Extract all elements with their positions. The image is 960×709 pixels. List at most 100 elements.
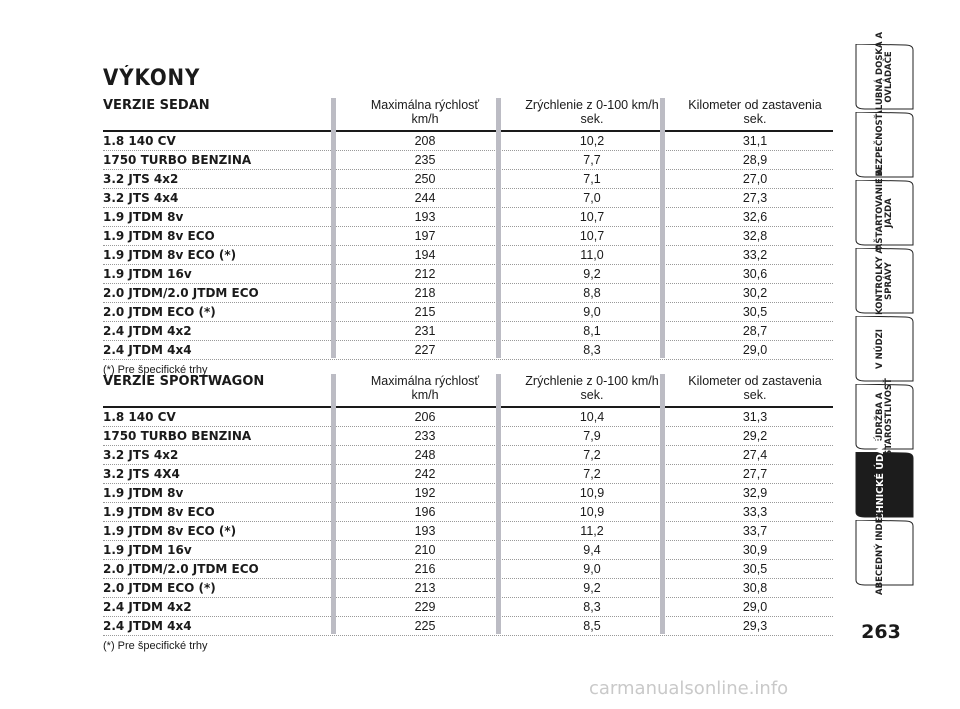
column-header-line: sek. — [743, 388, 767, 402]
sportwagon-table: VERZIE SPORTWAGON Maximálna rýchlosť km/h Z… — [103, 374, 833, 652]
value-accel: 9,4 — [583, 543, 601, 557]
value-km: 30,2 — [742, 286, 768, 300]
value-speed: 212 — [414, 267, 436, 281]
table-row: 2.4 JTDM 4x4 225 8,5 29,3 — [103, 617, 833, 636]
model-name: 1.9 JTDM 16v — [103, 543, 192, 557]
column-header-km-stop: Kilometer od zastavenia sek. — [670, 98, 840, 126]
column-header-line: Kilometer od zastavenia — [688, 98, 822, 112]
value-km: 32,6 — [742, 210, 768, 224]
value-accel: 8,3 — [583, 600, 601, 614]
column-divider — [496, 374, 501, 634]
table-header: VERZIE SEDAN Maximálna rýchlosť km/h Zrýchl… — [103, 98, 833, 130]
tab-shape — [855, 384, 914, 450]
value-accel: 8,8 — [583, 286, 601, 300]
model-name: 3.2 JTS 4X4 — [103, 467, 180, 481]
sidebar-tab[interactable]: NAŠTARTOVANIE A JAZDA — [855, 169, 915, 257]
value-accel: 10,7 — [579, 210, 605, 224]
model-name: 2.4 JTDM 4x2 — [103, 324, 192, 338]
tab-shape — [855, 316, 914, 382]
column-divider — [660, 98, 665, 358]
sidebar-tab[interactable]: TECHNICKÉ ÚDAJE — [855, 437, 915, 533]
value-speed: 225 — [414, 619, 436, 633]
sidebar-tab[interactable]: KONTROLKY A SPRÁVY — [855, 247, 915, 315]
page-number: 263 — [861, 621, 901, 643]
column-header-accel: Zrýchlenie z 0-100 km/h sek. — [507, 374, 677, 402]
tab-shape — [855, 180, 914, 246]
table-row: 1.9 JTDM 16v 210 9,4 30,9 — [103, 541, 833, 560]
model-name: 1.9 JTDM 8v — [103, 210, 184, 224]
value-km: 28,9 — [742, 153, 768, 167]
value-accel: 9,0 — [583, 305, 601, 319]
value-speed: 242 — [414, 467, 436, 481]
tab-shape — [855, 112, 914, 178]
sidebar-tab[interactable]: V NÚDZI — [855, 316, 915, 382]
value-accel: 7,7 — [583, 153, 601, 167]
model-name: 1750 TURBO BENZINA — [103, 429, 252, 443]
table-row: 1.8 140 CV 206 10,4 31,3 — [103, 408, 833, 427]
section-title: VERZIE SPORTWAGON — [103, 374, 265, 389]
value-km: 33,2 — [742, 248, 768, 262]
model-name: 2.0 JTDM ECO (*) — [103, 305, 216, 319]
value-km: 29,3 — [742, 619, 768, 633]
value-accel: 8,5 — [583, 619, 601, 633]
value-accel: 7,9 — [583, 429, 601, 443]
model-name: 1750 TURBO BENZINA — [103, 153, 252, 167]
value-speed: 216 — [414, 562, 436, 576]
model-name: 1.8 140 CV — [103, 134, 176, 148]
model-name: 3.2 JTS 4x2 — [103, 172, 179, 186]
value-km: 33,7 — [742, 524, 768, 538]
column-header-line: km/h — [411, 112, 439, 126]
watermark: carmanualsonline.info — [589, 678, 789, 699]
table-row: 2.4 JTDM 4x2 229 8,3 29,0 — [103, 598, 833, 617]
sidebar-tab[interactable]: PALUBNÁ DOSKA A OVLÁDAČE — [855, 32, 915, 122]
column-header-line: km/h — [411, 388, 439, 402]
table-row: 3.2 JTS 4X4 242 7,2 27,7 — [103, 465, 833, 484]
column-header-line: Maximálna rýchlosť — [370, 98, 480, 112]
value-accel: 10,9 — [579, 486, 605, 500]
value-accel: 11,2 — [580, 524, 604, 538]
column-header-line: sek. — [580, 112, 604, 126]
column-header-line: sek. — [580, 388, 604, 402]
tab-shape — [855, 452, 914, 518]
value-km: 30,5 — [742, 562, 768, 576]
table-row: 2.4 JTDM 4x2 231 8,1 28,7 — [103, 322, 833, 341]
column-header-km-stop: Kilometer od zastavenia sek. — [670, 374, 840, 402]
value-km: 29,0 — [742, 600, 768, 614]
value-accel: 11,0 — [580, 248, 604, 262]
value-accel: 9,0 — [583, 562, 601, 576]
model-name: 3.2 JTS 4x2 — [103, 448, 179, 462]
table-row: 1.9 JTDM 8v 193 10,7 32,6 — [103, 208, 833, 227]
sidebar-tab[interactable]: ÚDRŽBA A STAROSTLIVOSŤ — [855, 378, 915, 456]
value-speed: 208 — [414, 134, 436, 148]
value-speed: 233 — [414, 429, 436, 443]
column-header-accel: Zrýchlenie z 0-100 km/h sek. — [507, 98, 677, 126]
value-km: 27,0 — [742, 172, 768, 186]
model-name: 2.4 JTDM 4x4 — [103, 343, 192, 357]
table-row: 1.9 JTDM 8v 192 10,9 32,9 — [103, 484, 833, 503]
value-speed: 193 — [414, 210, 436, 224]
value-km: 32,8 — [742, 229, 768, 243]
value-km: 29,0 — [742, 343, 768, 357]
value-accel: 10,9 — [579, 505, 605, 519]
table-body: 1.8 140 CV 206 10,4 31,3 1750 TURBO BENZINA 2… — [103, 406, 833, 636]
value-speed: 244 — [414, 191, 436, 205]
value-km: 31,1 — [742, 134, 768, 148]
column-header-line: Kilometer od zastavenia — [688, 374, 822, 388]
sidebar-tab[interactable]: ABECEDNÝ INDEX — [855, 511, 915, 595]
table-row: 1750 TURBO BENZINA 233 7,9 29,2 — [103, 427, 833, 446]
value-km: 32,9 — [742, 486, 768, 500]
value-speed: 227 — [414, 343, 436, 357]
model-name: 3.2 JTS 4x4 — [103, 191, 179, 205]
value-speed: 215 — [414, 305, 436, 319]
footnote: (*) Pre špecifické trhy — [103, 364, 208, 376]
value-km: 30,9 — [742, 543, 768, 557]
value-speed: 210 — [414, 543, 436, 557]
table-row: 3.2 JTS 4x2 250 7,1 27,0 — [103, 170, 833, 189]
table-row: 2.0 JTDM ECO (*) 215 9,0 30,5 — [103, 303, 833, 322]
sidebar-tab[interactable]: BEZPEČNOSŤ — [855, 112, 915, 178]
value-km: 27,7 — [742, 467, 768, 481]
value-km: 30,5 — [742, 305, 768, 319]
value-speed: 218 — [414, 286, 436, 300]
table-header: VERZIE SPORTWAGON Maximálna rýchlosť km/h Z… — [103, 374, 833, 406]
column-header-line: Maximálna rýchlosť — [370, 374, 480, 388]
